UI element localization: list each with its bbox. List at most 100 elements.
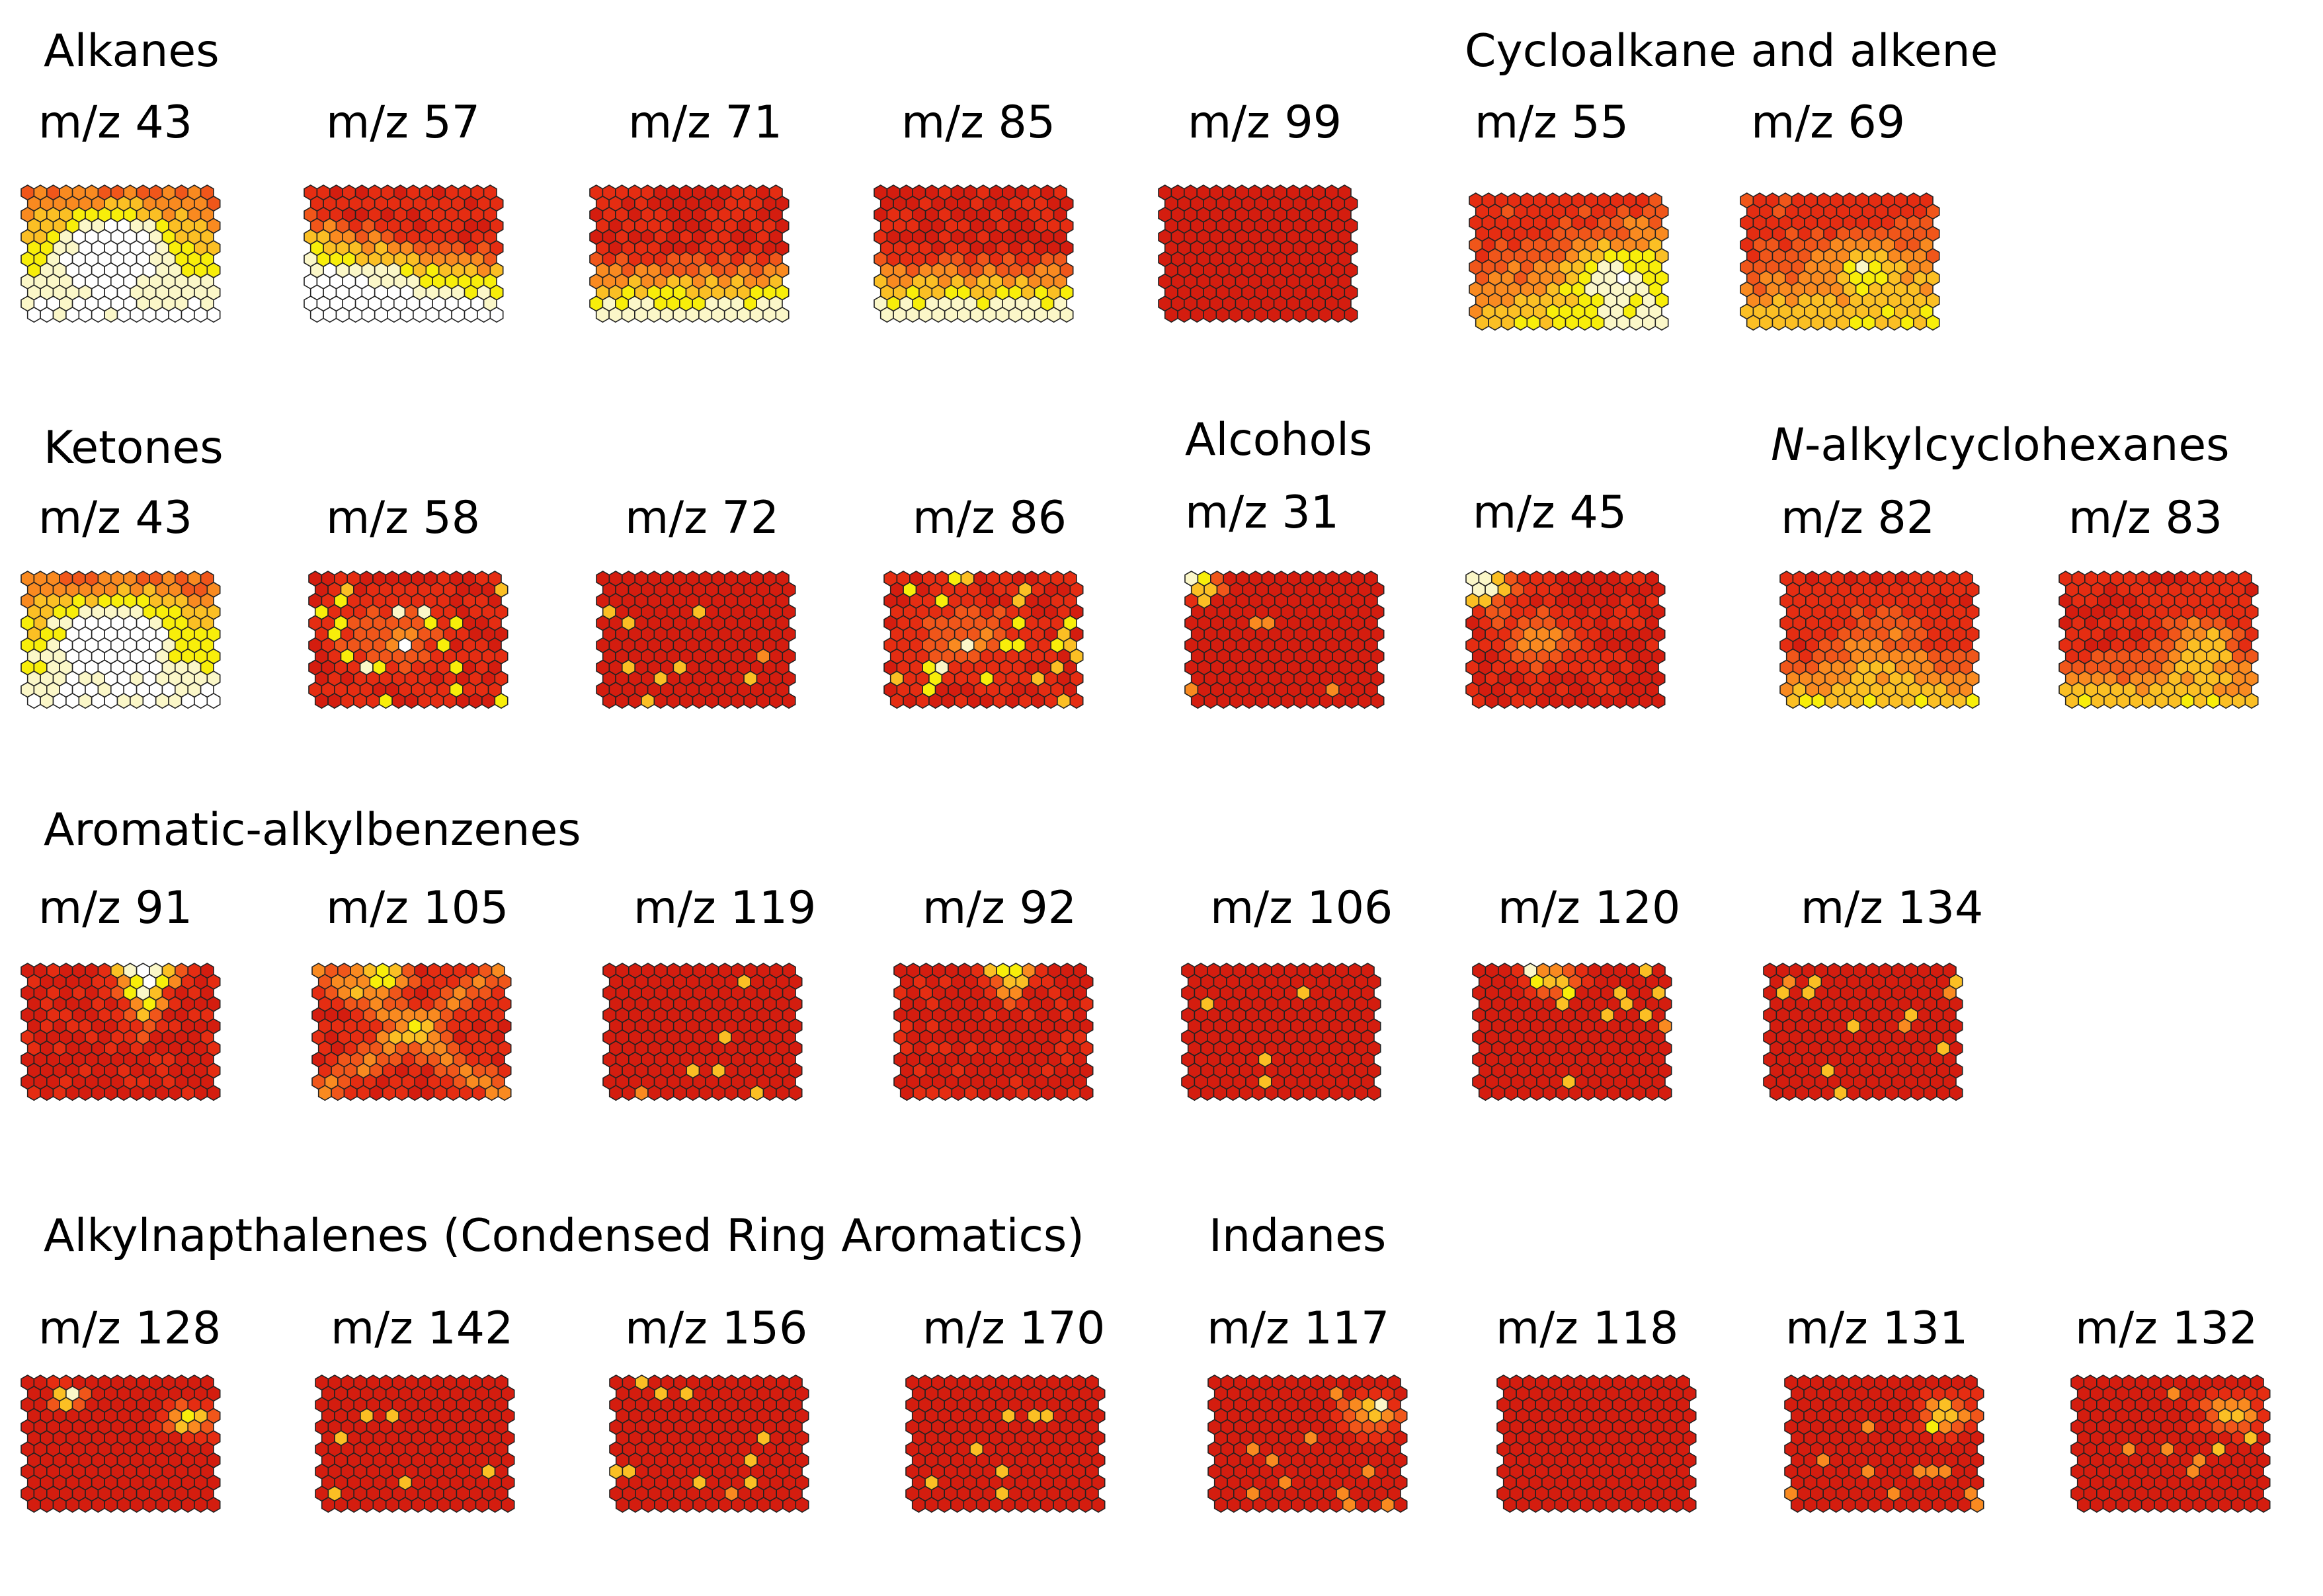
som-cell	[724, 1084, 739, 1101]
som-cell	[1542, 1084, 1557, 1101]
som-cell	[1344, 306, 1358, 323]
som-cell	[1164, 306, 1178, 323]
som-cell	[477, 306, 491, 323]
som-cell	[1549, 692, 1563, 709]
som-cell	[641, 1496, 655, 1513]
som-cell	[1619, 1084, 1634, 1101]
som-cell	[1785, 314, 1799, 331]
som-cell	[155, 692, 169, 709]
som-cell	[1900, 314, 1914, 331]
som-cell	[1799, 692, 1813, 709]
som-cell	[1190, 692, 1205, 709]
som-cell	[1280, 306, 1294, 323]
som-cell	[1500, 314, 1515, 331]
som-plane-cycloalkane-55	[1469, 192, 1669, 331]
som-cell	[385, 1496, 399, 1513]
som-cell	[1303, 1496, 1318, 1513]
som-cell	[91, 306, 105, 323]
som-cell	[1065, 1496, 1080, 1513]
som-cell	[2219, 692, 2233, 709]
som-cell	[26, 1496, 41, 1513]
som-cell	[374, 306, 388, 323]
som-cell	[331, 1084, 345, 1101]
group-title-cycloalkane-alkene: Cycloalkane and alkene	[1465, 25, 1998, 77]
som-cell	[1850, 692, 1864, 709]
som-plane-alkanes-99	[1158, 184, 1358, 323]
som-cell	[65, 1084, 80, 1101]
som-cell	[1319, 692, 1333, 709]
plane-label: m/z 128	[38, 1302, 222, 1355]
som-cell	[1254, 306, 1268, 323]
som-cell	[40, 1084, 54, 1101]
som-cell	[1053, 1084, 1068, 1101]
som-cell	[1529, 1084, 1544, 1101]
som-cell	[1837, 692, 1852, 709]
som-cell	[1823, 314, 1838, 331]
som-cell	[1772, 314, 1786, 331]
som-cell	[1228, 306, 1243, 323]
som-cell	[1381, 1496, 1395, 1513]
som-cell	[937, 1496, 952, 1513]
plane-label: m/z 99	[1188, 97, 1342, 149]
som-cell	[1810, 314, 1824, 331]
som-cell	[686, 1084, 700, 1101]
som-cell	[1229, 692, 1244, 709]
som-cell	[672, 306, 687, 323]
som-cell	[309, 306, 324, 323]
som-cell	[1859, 1084, 1873, 1101]
som-cell	[1639, 692, 1653, 709]
som-cell	[1264, 1084, 1279, 1101]
som-cell	[1846, 1084, 1861, 1101]
som-cell	[602, 692, 616, 709]
som-cell	[446, 1084, 460, 1101]
som-cell	[1897, 1084, 1912, 1101]
plane-label: m/z 120	[1498, 882, 1681, 934]
som-cell	[436, 1496, 451, 1513]
group-title-alkylnapthalenes: Alkylnapthalenes (Condensed Ring Aromati…	[44, 1210, 1084, 1262]
som-cell	[667, 1496, 681, 1513]
som-cell	[698, 306, 713, 323]
som-cell	[1265, 1496, 1280, 1513]
som-cell	[155, 1496, 169, 1513]
som-cell	[1863, 692, 1877, 709]
som-plane-benzenes-92	[893, 963, 1094, 1101]
som-cell	[407, 1084, 422, 1101]
som-cell	[1889, 692, 1903, 709]
som-cell	[1267, 306, 1282, 323]
som-cell	[433, 1084, 448, 1101]
som-cell	[1603, 314, 1617, 331]
som-cell	[1874, 314, 1889, 331]
som-cell	[957, 306, 971, 323]
som-plane-alkanes-85	[874, 184, 1074, 323]
som-cell	[2064, 692, 2079, 709]
som-cell	[1341, 1084, 1356, 1101]
som-cell	[1875, 692, 1890, 709]
som-cell	[343, 1084, 358, 1101]
som-cell	[622, 1084, 636, 1101]
som-cell	[782, 692, 796, 709]
group-title-alcohols: Alcohols	[1185, 414, 1373, 466]
som-cell	[1355, 1496, 1369, 1513]
som-cell	[1200, 1084, 1215, 1101]
som-cell	[1358, 692, 1372, 709]
som-cell	[1539, 314, 1553, 331]
som-cell	[2090, 692, 2105, 709]
som-cell	[327, 692, 342, 709]
som-cell	[967, 692, 981, 709]
som-cell	[1306, 692, 1321, 709]
som-cell	[1811, 692, 1826, 709]
som-cell	[1277, 1084, 1291, 1101]
som-cell	[399, 306, 414, 323]
som-cell	[421, 1084, 435, 1101]
som-cell	[2129, 692, 2143, 709]
plane-label: m/z 43	[38, 492, 192, 544]
som-cell	[1587, 692, 1602, 709]
som-plane-alcohols-31	[1184, 571, 1385, 709]
som-cell	[104, 1084, 118, 1101]
plane-label: m/z 134	[1801, 882, 1984, 934]
som-cell	[1280, 692, 1295, 709]
som-cell	[142, 1084, 157, 1101]
som-cell	[913, 1084, 927, 1101]
som-cell	[879, 306, 894, 323]
plane-label: m/z 71	[628, 97, 782, 149]
